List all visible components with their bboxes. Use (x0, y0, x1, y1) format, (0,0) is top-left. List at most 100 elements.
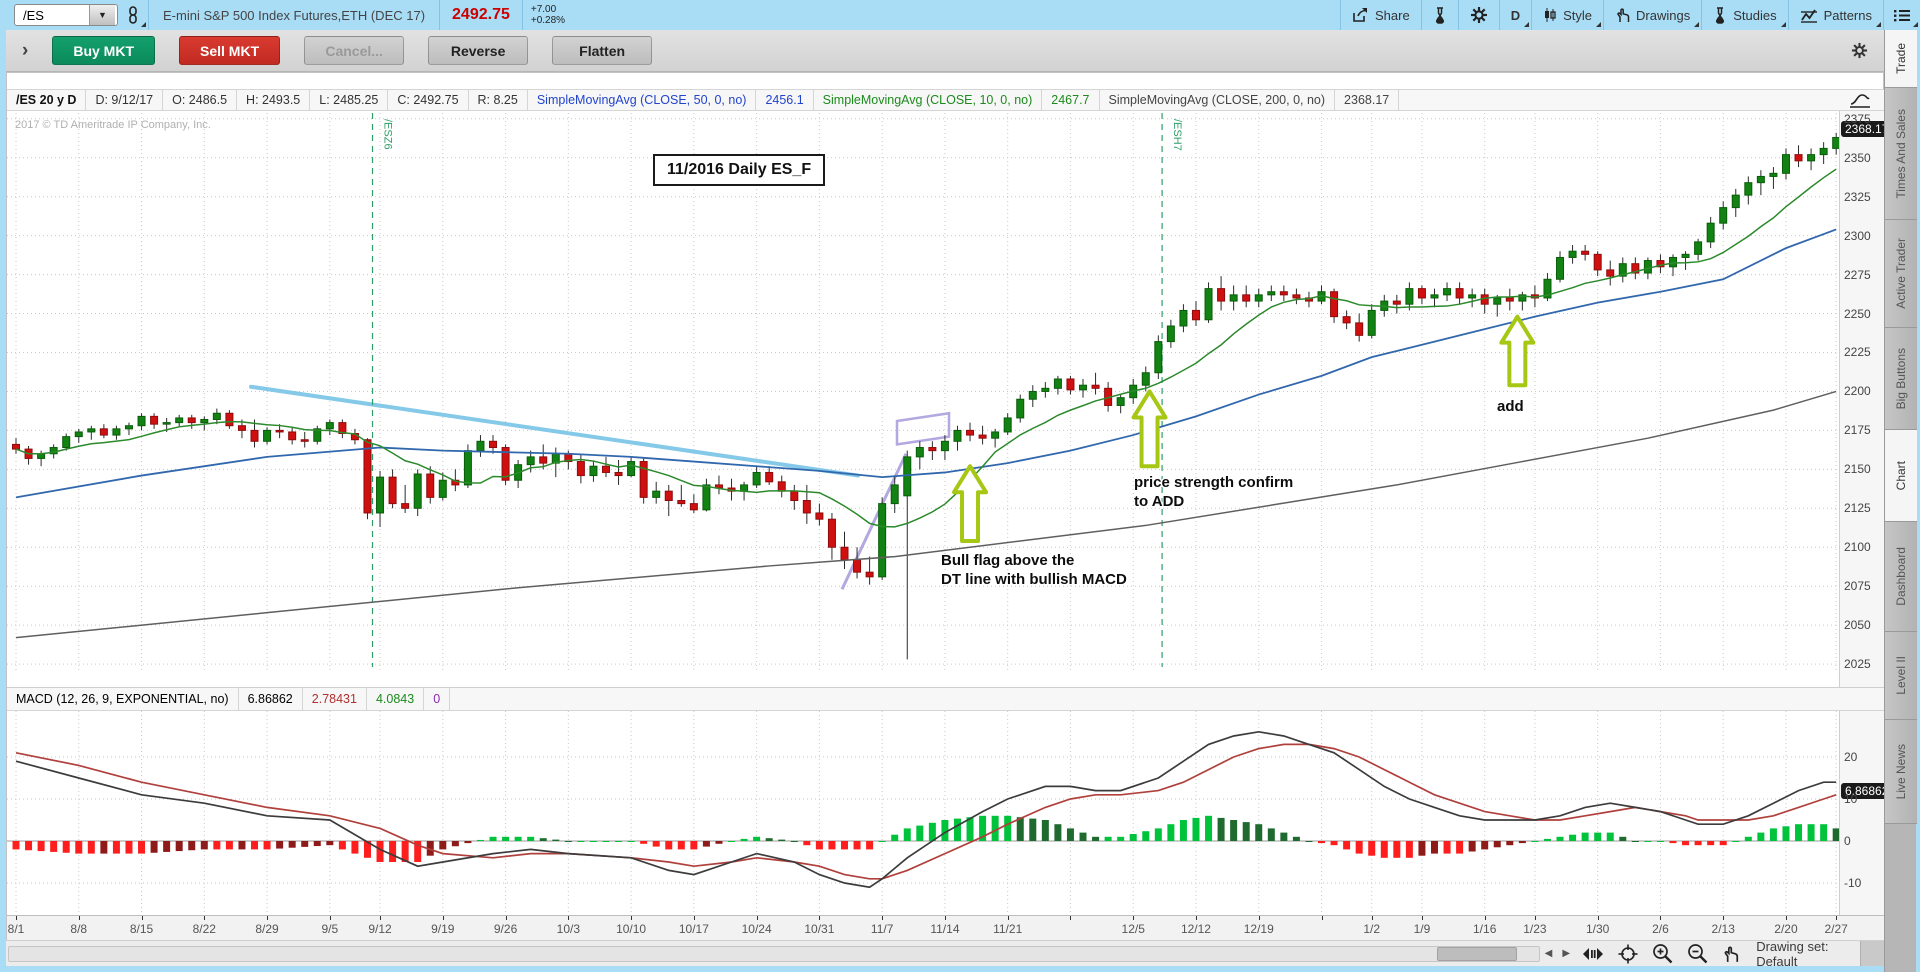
studies-button[interactable]: Studies (1702, 0, 1787, 30)
style-button[interactable]: Style (1532, 0, 1603, 30)
contract-roll-label: /ESH7 (1171, 119, 1183, 151)
chart-panel[interactable]: /ES 20 y D D: 9/12/17 O: 2486.5 H: 2493.… (6, 72, 1893, 941)
sidebar-tab-label: Times And Sales (1894, 108, 1908, 199)
sidebar-tab-big-buttons[interactable]: Big Buttons (1885, 328, 1917, 430)
reverse-button[interactable]: Reverse (428, 36, 529, 65)
time-axis-tick (16, 916, 17, 920)
time-axis-label: 8/1 (7, 922, 25, 936)
time-axis-label: 10/17 (678, 922, 709, 936)
flatten-button[interactable]: Flatten (552, 36, 653, 65)
sidebar-tab-live-news[interactable]: Live News (1885, 720, 1917, 824)
corner-triangle (141, 22, 146, 27)
time-axis-label: 10/24 (741, 922, 772, 936)
macd-signal-value: 2.78431 (303, 687, 367, 711)
symbol-input[interactable] (15, 7, 89, 23)
drawing-set-selector[interactable]: Drawing set: Default (1756, 939, 1884, 969)
sma10-value: 2467.7 (1042, 89, 1100, 111)
chart-annotation-box[interactable]: 11/2016 Daily ES_F (653, 154, 826, 186)
time-axis[interactable]: 8/1 8/8 8/15 8/22 8/29 9/5 9/12 9/19 9/26 10/3 10/… (7, 915, 1885, 941)
time-axis-label: 9/19 (431, 922, 455, 936)
drawings-button[interactable]: Drawings (1604, 0, 1701, 30)
annotation-note-add[interactable]: add (1497, 398, 1524, 415)
chart-menu-button[interactable] (1884, 0, 1920, 30)
buy-market-button[interactable]: Buy MKT (52, 36, 155, 65)
sma50-line[interactable] (15, 228, 1837, 499)
sell-market-button[interactable]: Sell MKT (179, 36, 281, 65)
time-axis-tick (819, 916, 821, 920)
patterns-button[interactable]: Patterns (1789, 0, 1883, 30)
chart-scrollbar[interactable] (8, 945, 1540, 962)
link-button[interactable] (118, 0, 148, 30)
downtrend-line[interactable] (249, 384, 860, 478)
zoom-out-button[interactable] (1687, 943, 1708, 964)
annotation-note-price-strength[interactable]: price strength confirm to ADD (1134, 474, 1294, 510)
corner-triangle (1876, 22, 1881, 27)
ohlc-close: C: 2492.75 (388, 89, 469, 111)
time-axis-label: 11/21 (993, 922, 1023, 936)
settings-button[interactable] (1459, 0, 1499, 30)
separator (1603, 0, 1605, 30)
crosshair-mode-button[interactable] (1618, 944, 1638, 964)
bottom-bar: ◀ ▶ (6, 939, 1884, 969)
macd-panel[interactable]: 6.86862 20 10 0 -10 (7, 711, 1893, 915)
chart-header-row: /ES 20 y D D: 9/12/17 O: 2486.5 H: 2493.… (7, 89, 1885, 111)
gear-icon (1851, 42, 1868, 59)
up-arrow-drawing[interactable] (952, 464, 989, 544)
sidebar-tab-chart[interactable]: Chart (1885, 430, 1917, 522)
time-axis-label: 1/2 (1363, 922, 1381, 936)
sma200-line[interactable] (15, 390, 1837, 639)
pan-icon (1583, 947, 1604, 960)
pan-mode-button[interactable] (1582, 947, 1604, 961)
macd-histogram (12, 815, 1840, 862)
price-chart-svg[interactable]: /ESZ6/ESH7 (7, 111, 1839, 687)
sma50-label[interactable]: SimpleMovingAvg (CLOSE, 50, 0, no) (528, 89, 757, 111)
symbol-input-box[interactable]: ▼ (14, 4, 118, 26)
sma10-line[interactable] (15, 168, 1837, 528)
sidebar-tab-label: Level II (1894, 656, 1908, 695)
price-axis-label: 2100 (1844, 540, 1871, 555)
sidebar-tab-dashboard[interactable]: Dashboard (1885, 522, 1917, 632)
analyze-button[interactable] (1422, 0, 1458, 30)
price-axis-label: 2250 (1844, 306, 1871, 321)
scroll-left-button[interactable]: ◀ (1544, 948, 1553, 959)
sidebar-tab-times-and-sales[interactable]: Times And Sales (1885, 88, 1917, 220)
cancel-button[interactable]: Cancel... (304, 36, 405, 65)
sma200-label[interactable]: SimpleMovingAvg (CLOSE, 200, 0, no) (1100, 89, 1336, 111)
up-arrow-drawing[interactable] (1499, 314, 1536, 388)
timeframe-button[interactable]: D (1500, 0, 1531, 30)
sidebar-tab-trade[interactable]: Trade (1885, 30, 1917, 88)
time-axis-tick (882, 916, 884, 920)
bull-flag-box[interactable] (895, 411, 951, 446)
macd-axis-label: 0 (1844, 834, 1851, 848)
curve-tool-icon[interactable] (1849, 92, 1871, 108)
sidebar-tab-active-trader[interactable]: Active Trader (1885, 220, 1917, 328)
sidebar-tab-level-ii[interactable]: Level II (1885, 632, 1917, 720)
scrollbar-thumb[interactable] (1437, 946, 1517, 961)
time-axis-tick (1785, 916, 1787, 920)
macd-value-bubble: 6.86862 (1841, 783, 1893, 799)
hand-drag-button[interactable] (1722, 945, 1739, 963)
macd-chart-svg[interactable] (7, 711, 1840, 915)
share-button[interactable]: Share (1341, 0, 1421, 30)
time-axis-tick (380, 916, 382, 920)
resize-grip[interactable] (1860, 941, 1884, 966)
symbol-dropdown-button[interactable]: ▼ (89, 5, 115, 25)
scroll-right-button[interactable]: ▶ (1562, 948, 1571, 959)
price-panel[interactable]: /ESZ6/ESH7 2017 © TD Ameritrade IP Compa… (7, 111, 1893, 687)
sidebar-tab-label: Big Buttons (1894, 347, 1908, 410)
macd-study-label[interactable]: MACD (12, 26, 9, EXPONENTIAL, no) (7, 687, 239, 711)
macd-signal-line[interactable] (15, 743, 1837, 880)
trade-bar: › Buy MKT Sell MKT Cancel... Reverse Fla… (6, 30, 1884, 72)
zoom-in-button[interactable] (1652, 943, 1673, 964)
up-arrow-drawing[interactable] (1131, 389, 1168, 469)
sma10-label[interactable]: SimpleMovingAvg (CLOSE, 10, 0, no) (814, 89, 1043, 111)
macd-line[interactable] (15, 730, 1837, 889)
price-axis[interactable]: 2368.17 2375 2350 2325 2300 2275 2250 2225 2200… (1839, 111, 1893, 687)
expand-trade-bar-button[interactable]: › (22, 39, 29, 61)
annotation-note-bull-flag[interactable]: Bull flag above the DT line with bullish… (941, 552, 1127, 588)
price-axis-label: 2125 (1844, 501, 1871, 516)
time-axis-label: 12/12 (1180, 922, 1211, 936)
macd-axis[interactable]: 6.86862 20 10 0 -10 (1839, 711, 1893, 915)
chart-style-icon (1545, 8, 1556, 22)
trade-bar-settings-button[interactable] (1851, 42, 1868, 59)
